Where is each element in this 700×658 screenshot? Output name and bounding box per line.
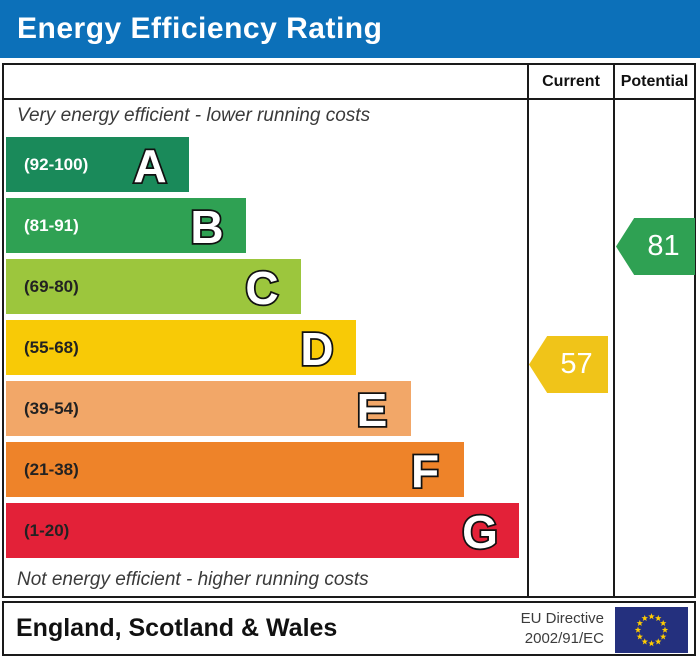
band-b: (81-91) B [6, 198, 246, 253]
svg-text:G: G [462, 506, 498, 556]
band-g-letter: G [460, 506, 499, 556]
potential-column-header: Potential [620, 73, 689, 90]
potential-rating-arrow: 81 [616, 218, 695, 275]
band-e-letter: E [355, 384, 389, 434]
band-d-range: (55-68) [24, 337, 79, 357]
band-b-letter: B [189, 201, 226, 251]
band-a-letter: A [132, 140, 169, 190]
rating-table: Current Potential Very energy efficient … [2, 63, 696, 598]
eu-flag-icon [615, 607, 688, 653]
eu-directive-label: EU Directive 2002/91/EC [521, 609, 604, 649]
page-title: Energy Efficiency Rating [17, 12, 383, 45]
band-e-range: (39-54) [24, 398, 79, 418]
band-d-letter: D [299, 323, 336, 373]
band-g-range: (1-20) [24, 520, 70, 540]
eu-directive-line1: EU Directive [520, 610, 604, 627]
band-f-letter: F [409, 445, 441, 495]
svg-text:D: D [300, 323, 333, 373]
potential-column-divider [613, 65, 615, 596]
band-a-range: (92-100) [24, 154, 89, 174]
region-label: England, Scotland & Wales [16, 614, 338, 642]
band-f: (21-38) F [6, 442, 464, 497]
band-c-range: (69-80) [24, 276, 79, 296]
title-bar: Energy Efficiency Rating [0, 0, 700, 58]
current-rating-value: 57 [560, 348, 593, 380]
top-note: Very energy efficient - lower running co… [17, 105, 371, 126]
potential-rating-value: 81 [647, 230, 680, 262]
current-rating-arrow: 57 [529, 336, 608, 393]
svg-text:B: B [190, 201, 223, 251]
svg-text:F: F [411, 445, 439, 495]
svg-text:E: E [357, 384, 388, 434]
current-column-divider [527, 65, 529, 596]
band-a: (92-100) A [6, 137, 189, 192]
svg-text:C: C [245, 262, 278, 312]
band-g: (1-20) G [6, 503, 519, 558]
svg-text:A: A [133, 140, 166, 190]
footer: England, Scotland & Wales EU Directive 2… [2, 601, 696, 656]
bottom-note: Not energy efficient - higher running co… [17, 569, 369, 590]
eu-directive-line2: 2002/91/EC [524, 630, 604, 647]
band-e: (39-54) E [6, 381, 411, 436]
band-d: (55-68) D [6, 320, 356, 375]
band-b-range: (81-91) [24, 215, 79, 235]
band-c: (69-80) C [6, 259, 301, 314]
rating-bands: (92-100) A (81-91) B (69-80) C (55-68) D… [6, 137, 527, 564]
band-c-letter: C [244, 262, 281, 312]
band-f-range: (21-38) [24, 459, 79, 479]
header-underline [4, 98, 694, 100]
current-column-header: Current [542, 73, 600, 90]
